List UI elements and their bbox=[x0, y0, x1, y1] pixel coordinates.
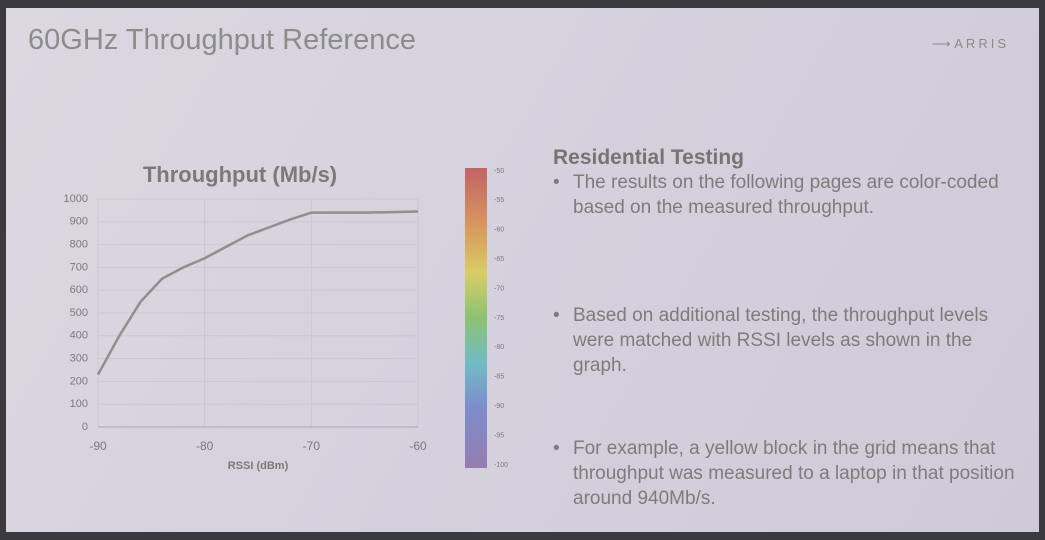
y-tick-label: 300 bbox=[70, 353, 88, 365]
chart: Throughput (Mb/s) RSSI (dBm) -50 -55 -60 -6… bbox=[0, 0, 1045, 540]
colorbar-tick-label: -70 bbox=[494, 285, 504, 292]
y-tick-label: 500 bbox=[70, 307, 88, 319]
y-tick-label: 600 bbox=[70, 284, 88, 296]
colorbar-tick-label: -75 bbox=[494, 315, 504, 322]
colorbar bbox=[465, 168, 487, 468]
x-tick-label: -90 bbox=[89, 439, 107, 453]
colorbar-tick-label: -60 bbox=[494, 227, 504, 234]
chart-title: Throughput (Mb/s) bbox=[143, 162, 337, 187]
x-tick-label: -80 bbox=[196, 439, 214, 453]
x-tick-label: -60 bbox=[409, 439, 427, 453]
line bbox=[98, 212, 418, 375]
y-tick-label: 800 bbox=[70, 239, 88, 251]
y-tick-label: 700 bbox=[70, 261, 88, 273]
x-tick-label: -70 bbox=[303, 439, 321, 453]
y-tick-label: 100 bbox=[70, 398, 88, 410]
y-tick-label: 1000 bbox=[64, 193, 88, 205]
page: 60GHz Throughput Reference ⟶ ARRIS Resid… bbox=[0, 0, 1045, 540]
y-tick-label: 900 bbox=[70, 216, 88, 228]
colorbar-tick-label: -95 bbox=[494, 432, 504, 439]
x-axis-title: RSSI (dBm) bbox=[228, 460, 289, 472]
colorbar-tick-label: -55 bbox=[494, 197, 504, 204]
y-tick-label: 200 bbox=[70, 375, 88, 387]
colorbar-tick-label: -90 bbox=[494, 403, 504, 410]
y-tick-label: 0 bbox=[82, 421, 88, 433]
colorbar-tick-label: -85 bbox=[494, 374, 504, 381]
y-tick-label: 400 bbox=[70, 330, 88, 342]
colorbar-tick-label: -100 bbox=[494, 462, 508, 469]
colorbar-tick-label: -65 bbox=[494, 256, 504, 263]
colorbar-tick-label: -50 bbox=[494, 168, 504, 175]
colorbar-tick-label: -80 bbox=[494, 344, 504, 351]
